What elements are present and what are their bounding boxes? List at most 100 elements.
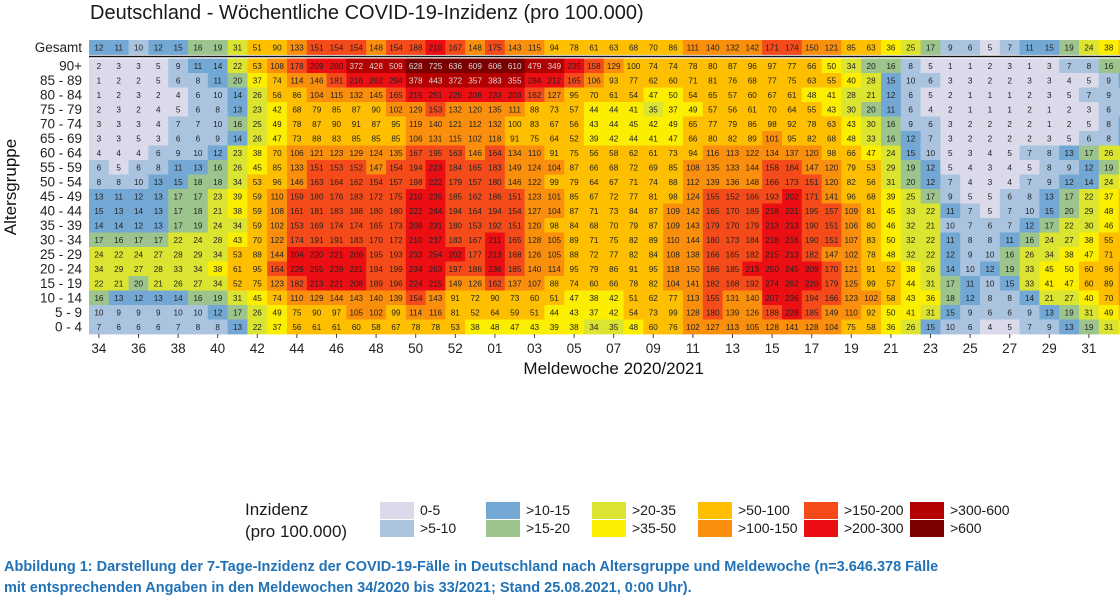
heatmap-cell [782,276,803,291]
cell-value: 182 [745,250,759,259]
cell-value: 7 [176,323,181,332]
cell-value: 153 [330,163,344,172]
heatmap-cell [742,189,763,204]
cell-value: 15 [946,308,956,317]
heatmap-cell [881,218,902,233]
cell-value: 19 [1065,308,1075,317]
cell-value: 10 [966,265,976,274]
heatmap-cell [465,145,486,161]
cell-value: 33 [867,134,877,143]
cell-value: 39 [886,192,896,201]
heatmap-cell [1098,290,1119,306]
cell-value: 18 [193,178,203,187]
heatmap-cell [326,145,347,161]
cell-value: 15 [906,149,916,158]
heatmap-cell [1039,276,1060,291]
heatmap-cell [623,160,644,175]
cell-value: 157 [825,207,839,216]
cell-value: 21 [213,207,223,216]
cell-value: 75 [570,149,580,158]
heatmap-cell [465,58,486,74]
cell-value: 8 [196,76,201,85]
heatmap-cell [683,261,704,277]
cell-value: 17 [174,192,184,201]
heatmap-cell [405,58,426,74]
cell-value: 132 [488,120,502,129]
heatmap-cell [247,305,268,320]
cell-value: 19 [1084,323,1094,332]
cell-value: 50 [886,236,896,245]
cell-value: 75 [609,236,619,245]
heatmap-cell [247,40,268,55]
cell-value: 4 [116,149,121,158]
heatmap-cell [584,218,605,233]
heatmap-cell [267,247,288,262]
legend-swatch [804,502,838,519]
cell-value: 73 [649,308,659,317]
cell-value: 13 [1065,323,1075,332]
heatmap-cell [504,145,525,161]
cell-value: 70 [768,105,778,114]
heatmap-cell [742,73,763,88]
cell-value: 129 [310,294,324,303]
cell-value: 81 [708,76,718,85]
heatmap-cell [920,261,941,277]
heatmap-cell [207,102,228,117]
heatmap-cell [247,160,268,175]
heatmap-cell [1059,261,1080,277]
heatmap-cell [148,131,169,146]
cell-value: 5 [988,207,993,216]
cell-value: 215 [409,91,423,100]
cell-value: 24 [1104,178,1114,187]
cell-value: 75 [847,323,857,332]
cell-value: 14 [1084,178,1094,187]
heatmap-cell [544,40,565,55]
cell-value: 29 [1084,207,1094,216]
heatmap-cell [960,40,981,55]
heatmap-cell [89,276,110,291]
cell-value: 61 [589,43,599,52]
cell-value: 11 [194,62,203,71]
cell-value: 5 [1007,149,1012,158]
y-axis-label: Altersgruppe [1,139,20,235]
cell-value: 7 [928,134,933,143]
heatmap-cell [326,218,347,233]
heatmap-cell [445,261,466,277]
heatmap-cell [940,87,961,103]
heatmap-cell [445,189,466,204]
cell-value: 135 [389,149,403,158]
cell-value: 22 [114,250,124,259]
cell-value: 30 [867,120,877,129]
heatmap-cell [564,247,585,262]
heatmap-cell [465,232,486,248]
heatmap-cell [386,102,407,117]
cell-value: 26 [1025,250,1035,259]
heatmap-cell [207,87,228,103]
heatmap-cell [1098,276,1119,291]
heatmap-cell [742,87,763,103]
heatmap-cell [188,247,209,262]
cell-value: 142 [745,43,759,52]
cell-value: 141 [825,192,839,201]
cell-value: 2 [988,120,993,129]
heatmap-cell [346,232,367,248]
heatmap-cell [683,58,704,74]
heatmap-cell [1098,131,1119,146]
heatmap-cell [940,73,961,88]
cell-value: 22 [174,236,184,245]
cell-value: 110 [667,236,680,245]
cell-value: 158 [587,62,601,71]
cell-value: 148 [468,43,482,52]
cell-value: 18 [213,178,223,187]
heatmap-cell [960,116,981,132]
heatmap-cell [128,131,149,146]
cell-value: 202 [448,250,462,259]
cell-value: 2 [988,134,993,143]
heatmap-cell [128,116,149,132]
heatmap-cell [722,73,743,88]
heatmap-cell [465,247,486,262]
heatmap-cell [326,261,347,277]
heatmap-cell [1039,145,1060,161]
cell-value: 64 [490,308,500,317]
cell-value: 34 [213,250,223,259]
